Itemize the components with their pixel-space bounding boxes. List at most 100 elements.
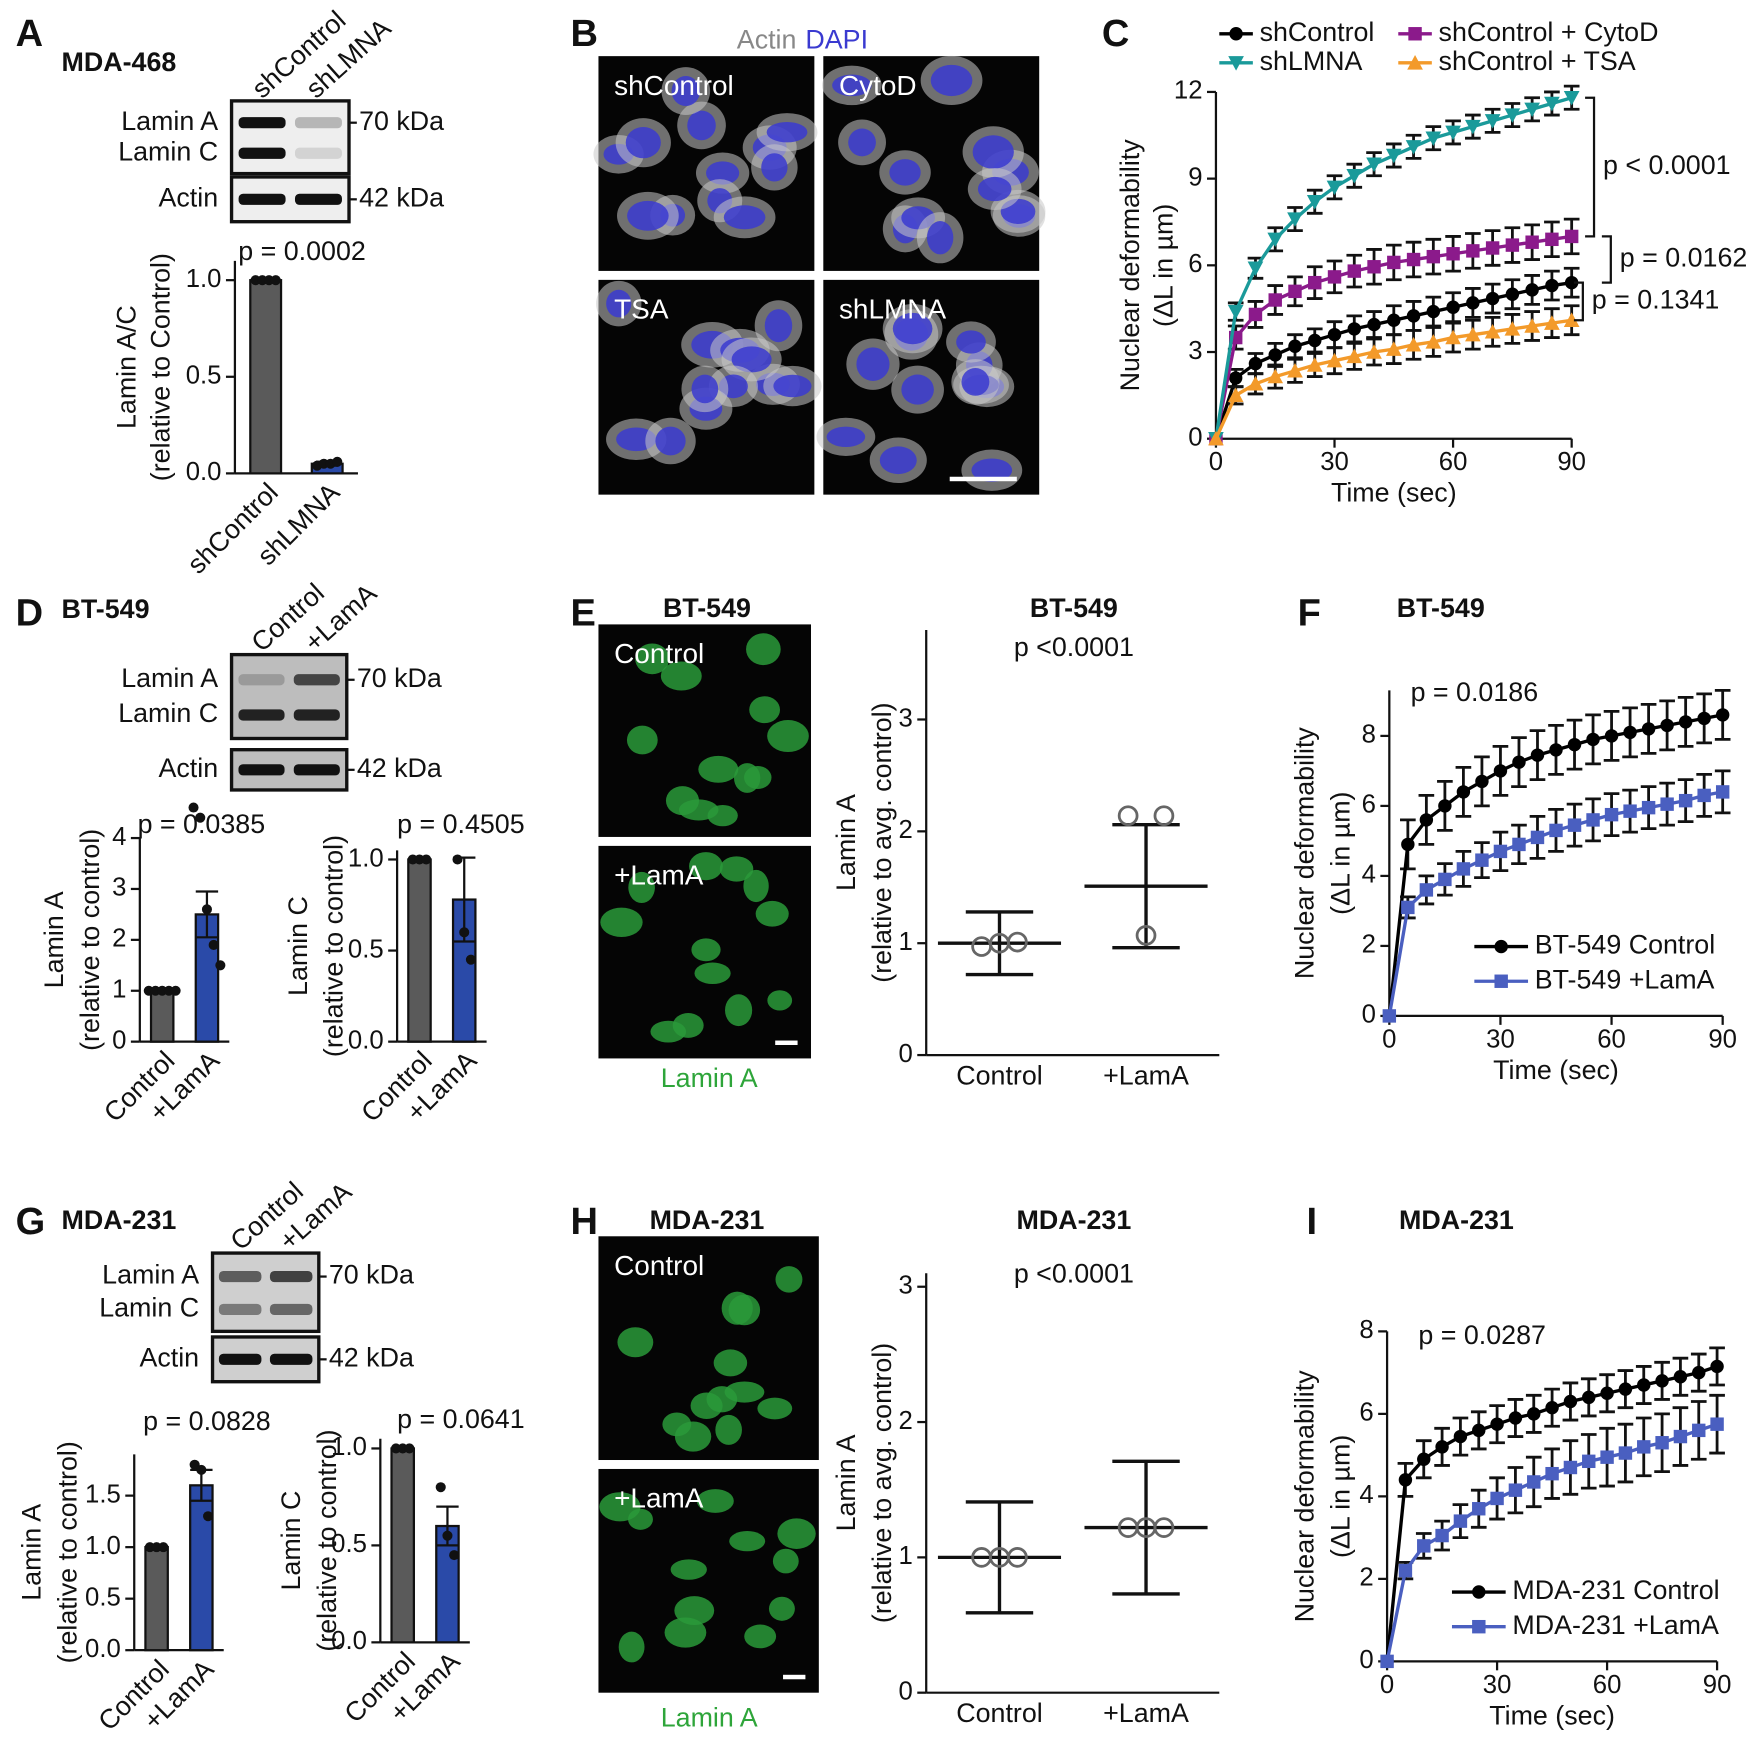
blot-band: [218, 1353, 262, 1365]
nucleus: [743, 869, 769, 903]
data-point: [1567, 818, 1582, 832]
nucleus: [665, 786, 700, 816]
nucleus: [926, 221, 954, 255]
y-tick-label: 6: [1188, 250, 1202, 278]
data-point: [1385, 148, 1402, 164]
data-point: [435, 1482, 446, 1493]
data-point: [1435, 1528, 1449, 1543]
y-tick-label: 0.0: [348, 1026, 384, 1054]
data-point: [1445, 329, 1461, 345]
data-point: [1600, 1386, 1614, 1400]
nucleus: [889, 159, 921, 186]
x-tick-label: 60: [1439, 448, 1468, 476]
data-point: [1637, 1440, 1651, 1454]
data-point: [1586, 732, 1600, 747]
nucleus: [628, 871, 655, 904]
y-tick-label: 4: [112, 823, 126, 851]
data-point: [1366, 344, 1382, 359]
y-tick-label: 3: [898, 704, 912, 732]
band-label: Actin: [158, 753, 218, 783]
data-point: [1326, 352, 1343, 368]
data-point: [1545, 1466, 1559, 1481]
replicate-mean: [1153, 805, 1175, 827]
y-axis-label: Nuclear deformability: [1290, 727, 1320, 980]
data-point: [1673, 1429, 1688, 1444]
data-point: [1604, 729, 1619, 743]
nucleus: [972, 135, 1014, 169]
data-point: [1438, 872, 1452, 887]
data-point: [1493, 764, 1508, 778]
blot-band: [238, 764, 285, 776]
nucleus: [764, 309, 793, 343]
bracket: [1585, 96, 1596, 238]
y-tick-label: 0.5: [85, 1583, 121, 1611]
data-point: [1493, 844, 1508, 859]
data-point: [404, 1443, 415, 1454]
data-point: [1490, 1417, 1504, 1431]
data-point: [1438, 799, 1452, 813]
panel-label: F: [1298, 593, 1321, 635]
data-point: [1417, 1452, 1431, 1466]
band-label: Lamin A: [121, 663, 218, 693]
data-point: [1715, 708, 1730, 722]
data-point: [188, 802, 199, 813]
legend-label: shControl: [1260, 17, 1375, 47]
blot-band: [269, 1270, 313, 1283]
panel-label: G: [16, 1201, 46, 1243]
y-tick-label: 12: [1174, 77, 1203, 105]
data-point: [208, 939, 219, 950]
x-axis-label: Time (sec): [1489, 1700, 1615, 1730]
p-value: p = 0.0002: [238, 236, 366, 266]
data-point: [1618, 1382, 1633, 1396]
data-point: [1456, 785, 1471, 799]
data-point: [1715, 785, 1730, 799]
data-point: [1405, 140, 1422, 155]
y-tick-label: 1.0: [348, 844, 384, 872]
y-tick-label: 3: [898, 1272, 912, 1300]
y-tick-label: 2: [898, 1407, 912, 1435]
data-point: [1673, 1370, 1688, 1384]
nucleus: [671, 76, 701, 107]
chart-title: MDA-231: [1016, 1205, 1131, 1235]
y-tick-label: 8: [1362, 721, 1376, 749]
y-axis-label: (relative to control): [319, 835, 349, 1057]
y-axis-label: Nuclear deformability: [1115, 139, 1145, 392]
data-point: [1426, 249, 1441, 264]
data-point: [1406, 252, 1421, 267]
data-point: [1426, 304, 1441, 319]
data-point: [1367, 260, 1381, 274]
data-point: [1425, 131, 1442, 147]
data-point: [1248, 356, 1263, 371]
nucleus: [930, 64, 973, 97]
panel-label: C: [1102, 13, 1129, 55]
marker-label: 70 kDa: [329, 1260, 414, 1290]
data-point: [1692, 1365, 1706, 1380]
legend-label: shControl + CytoD: [1439, 17, 1659, 47]
data-point: [203, 1511, 214, 1522]
blot-band: [238, 674, 285, 686]
blot-title: MDA-468: [62, 47, 177, 77]
data-point: [1385, 341, 1402, 356]
data-point: [1564, 275, 1579, 290]
x-tick-label: 90: [1708, 1025, 1737, 1053]
bar: [189, 1484, 214, 1652]
blot-band: [293, 709, 340, 721]
data-point: [1623, 804, 1637, 818]
y-tick-label: 1.0: [186, 265, 222, 293]
p-value: p = 0.1341: [1592, 285, 1720, 315]
nucleus: [755, 900, 789, 927]
blot-band: [293, 764, 340, 776]
data-point: [1618, 1446, 1633, 1460]
data-point: [1505, 287, 1520, 301]
data-point: [1268, 293, 1282, 307]
data-point: [1582, 1454, 1596, 1469]
y-tick-label: 0: [898, 1040, 912, 1068]
p-value: p = 0.0287: [1418, 1320, 1546, 1350]
data-point: [1453, 1514, 1468, 1528]
y-axis-label: (relative to control): [312, 1429, 342, 1651]
data-point: [1710, 1359, 1724, 1374]
bracket: [1573, 281, 1584, 322]
replicate-mean: [1153, 1517, 1175, 1538]
data-point: [195, 812, 206, 823]
y-tick-label: 0.5: [186, 362, 222, 390]
